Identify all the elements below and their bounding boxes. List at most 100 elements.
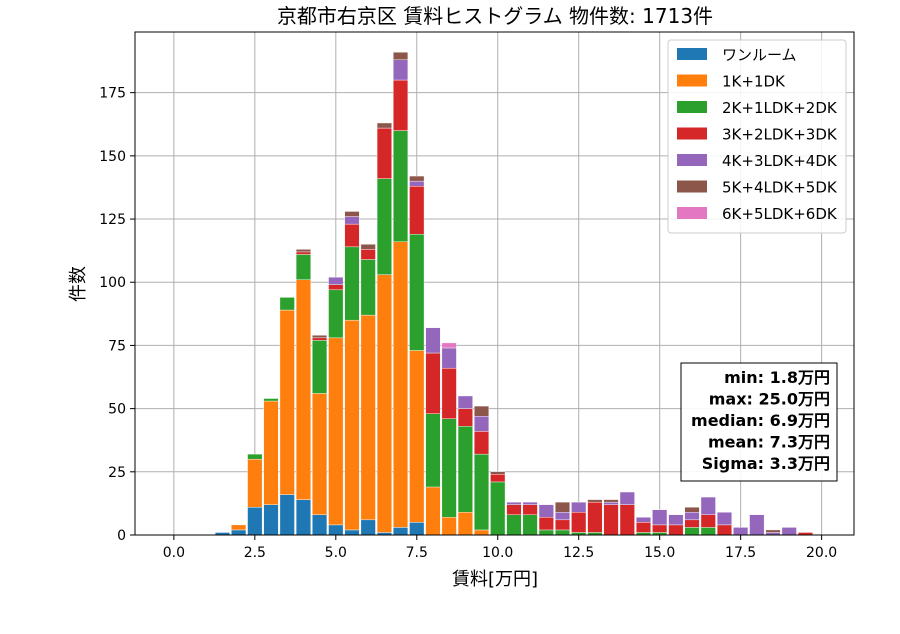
bar-segment-series-4 — [441, 347, 457, 369]
x-tick-label: 12.5 — [563, 545, 594, 561]
legend-swatch — [677, 74, 707, 87]
bar-segment-series-4 — [700, 496, 716, 515]
bar-segment-series-1 — [376, 274, 392, 533]
bar-segment-series-1 — [263, 400, 279, 505]
y-tick-label: 75 — [108, 338, 126, 354]
x-axis-title: 賃料[万円] — [452, 569, 538, 590]
bar-segment-series-5 — [474, 405, 490, 417]
bar-segment-series-3 — [376, 127, 392, 179]
bar-segment-series-0 — [295, 499, 311, 536]
bar-segment-series-5 — [603, 499, 619, 503]
bar-segment-series-3 — [474, 431, 490, 455]
bar-segment-series-0 — [409, 522, 425, 536]
bar-segment-series-5 — [490, 471, 506, 475]
bar-segment-series-0 — [279, 494, 295, 536]
bar-segment-series-1 — [425, 486, 441, 536]
bar-segment-series-2 — [474, 453, 490, 531]
bar-segment-series-2 — [490, 481, 506, 536]
bar-segment-series-5 — [587, 499, 603, 503]
bar-segment-series-4 — [328, 276, 344, 285]
bar-segment-series-3 — [506, 504, 522, 515]
bar-segment-series-2 — [522, 514, 538, 536]
bar-segment-series-3 — [668, 524, 684, 536]
bar-segment-series-1 — [295, 279, 311, 500]
legend-frame — [667, 39, 847, 234]
bar-segment-series-3 — [635, 522, 651, 533]
bar-segment-series-0 — [231, 529, 247, 536]
x-tick-label: 7.5 — [406, 545, 428, 561]
bar-segment-series-3 — [522, 504, 538, 515]
bar-segment-series-5 — [344, 211, 360, 217]
chart-title: 京都市右京区 賃料ヒストグラム 物件数: 1713件 — [277, 4, 713, 28]
bar-segment-series-2 — [441, 418, 457, 518]
x-tick-label: 0.0 — [163, 545, 185, 561]
bar-segment-series-3 — [490, 474, 506, 483]
legend-entry-label: 2K+1LDK+2DK — [722, 99, 838, 117]
bar-segment-series-4 — [474, 416, 490, 432]
x-axis-ticks: 0.0 2.5 5.0 7.5 10.0 12.5 15.0 17.5 20.0 — [163, 535, 837, 561]
bar-segment-series-1 — [312, 393, 328, 515]
bar-segment-series-3 — [684, 519, 700, 528]
legend-entry-label: 3K+2LDK+3DK — [722, 126, 838, 144]
bar-segment-series-5 — [376, 122, 392, 129]
bar-segment-series-2 — [538, 529, 554, 536]
bar-segment-series-3 — [312, 337, 328, 341]
bar-segment-series-1 — [231, 524, 247, 531]
bar-segment-series-4 — [749, 514, 765, 536]
bar-segment-series-0 — [312, 514, 328, 536]
x-tick-label: 20.0 — [806, 545, 837, 561]
bar-segment-series-1 — [279, 309, 295, 495]
bar-stack-layer — [214, 52, 813, 536]
bar-segment-series-1 — [360, 314, 376, 521]
legend-entry-label: 5K+4LDK+5DK — [722, 179, 838, 197]
bar-segment-series-3 — [716, 524, 732, 536]
bar-segment-series-1 — [328, 337, 344, 526]
bar-segment-series-2 — [344, 246, 360, 321]
legend-swatch — [677, 127, 707, 140]
bar-segment-series-5 — [312, 335, 328, 339]
bar-segment-series-0 — [344, 529, 360, 536]
bar-segment-series-2 — [247, 453, 263, 460]
bar-segment-series-2 — [409, 234, 425, 351]
bar-segment-series-3 — [441, 367, 457, 419]
bar-segment-series-4 — [571, 501, 587, 513]
bar-segment-series-2 — [506, 514, 522, 536]
x-tick-label: 5.0 — [325, 545, 347, 561]
bar-segment-series-4 — [668, 514, 684, 526]
bar-segment-series-4 — [652, 509, 668, 526]
bar-segment-series-4 — [425, 327, 441, 354]
bar-segment-series-3 — [344, 223, 360, 248]
bar-segment-series-3 — [555, 519, 571, 531]
x-tick-label: 10.0 — [482, 545, 513, 561]
bar-segment-series-1 — [457, 512, 473, 536]
bar-segment-series-2 — [393, 130, 409, 242]
bar-segment-series-2 — [360, 259, 376, 316]
bar-segment-series-4 — [603, 501, 619, 505]
bar-segment-series-4 — [409, 180, 425, 187]
bar-segment-series-3 — [700, 514, 716, 528]
legend-swatch — [677, 154, 707, 166]
bar-segment-series-2 — [684, 527, 700, 536]
legend-entry-label: ワンルーム — [722, 46, 797, 64]
y-tick-label: 0 — [117, 528, 126, 544]
bar-segment-series-3 — [538, 517, 554, 531]
bar-segment-series-4 — [344, 216, 360, 225]
bar-segment-series-1 — [474, 529, 490, 536]
bar-segment-series-0 — [328, 524, 344, 536]
stats-line: mean: 7.3万円 — [708, 433, 830, 452]
bar-segment-series-2 — [295, 254, 311, 280]
legend: ワンルーム 1K+1DK 2K+1LDK+2DK 3K+2LDK+3DK 4K+3LDK… — [667, 39, 847, 234]
bar-segment-series-4 — [555, 512, 571, 521]
y-tick-label: 150 — [99, 149, 126, 165]
bar-segment-series-1 — [441, 517, 457, 536]
bar-segment-series-5 — [409, 175, 425, 182]
bar-segment-series-3 — [295, 251, 311, 255]
bar-segment-series-4 — [684, 512, 700, 521]
stats-box-frame — [680, 362, 838, 482]
bar-segment-series-3 — [360, 249, 376, 260]
bar-segment-series-4 — [522, 501, 538, 505]
bar-segment-series-2 — [555, 529, 571, 536]
bar-segment-series-5 — [684, 506, 700, 513]
